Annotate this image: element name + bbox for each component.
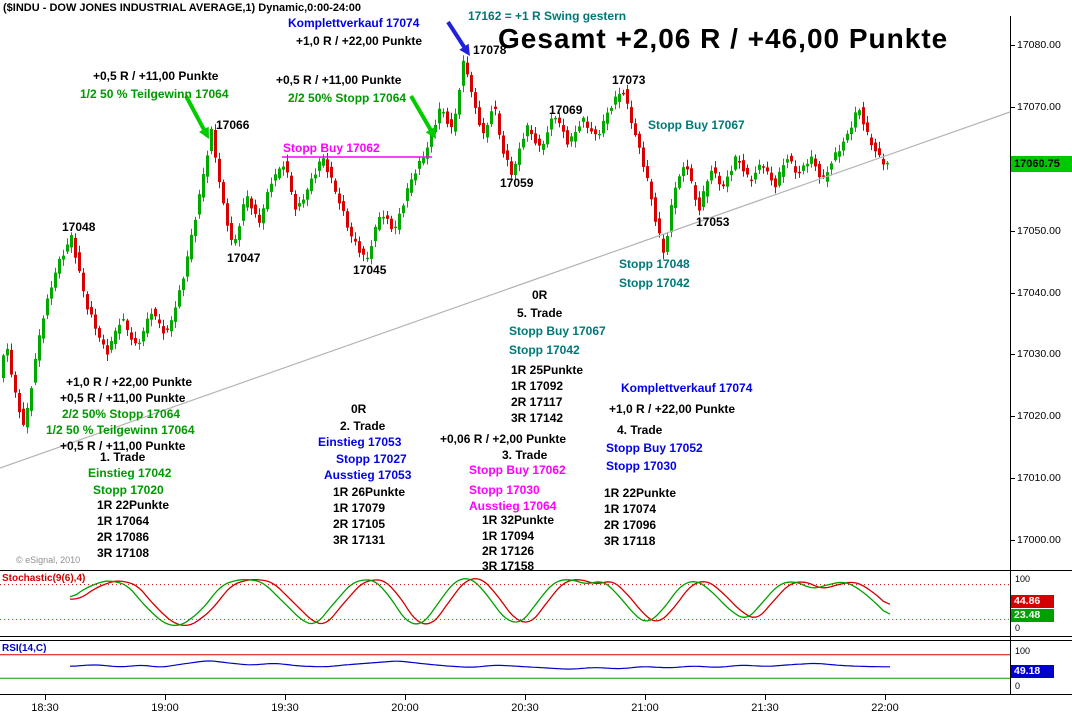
price-axis-label: 17030.00 (1017, 348, 1061, 361)
time-axis-tick (885, 695, 886, 700)
stoch-k-value-badge: 23.48 (1011, 609, 1054, 622)
price-axis-label: 17050.00 (1017, 224, 1061, 237)
rsi-plot (0, 654, 1010, 679)
rsi-scale-top: 100 (1015, 646, 1031, 656)
stochastic-label: Stochastic(9(6),4) (2, 573, 86, 584)
rsi-axis: 100 49.18 0 (1011, 641, 1072, 694)
time-axis-tick (285, 695, 286, 700)
price-axis-tick (1011, 416, 1015, 418)
panel-divider (0, 570, 1072, 571)
time-axis-label: 19:00 (151, 702, 179, 714)
stoch-d-value-badge: 44.86 (1011, 595, 1054, 608)
candlestick-series (2, 55, 889, 434)
time-axis-label: 18:30 (31, 702, 59, 714)
price-axis-label: 17000.00 (1017, 534, 1061, 546)
price-axis-tick (1011, 292, 1015, 294)
time-axis-tick (765, 695, 766, 700)
axis-divider (1010, 16, 1011, 694)
rsi-value-badge: 49.18 (1011, 665, 1054, 678)
price-axis-label: 17080.00 (1017, 39, 1061, 51)
price-axis-label: 17010.00 (1017, 472, 1061, 485)
time-axis-tick (525, 695, 526, 700)
time-axis-label: 22:00 (871, 702, 899, 714)
stoch-scale-bottom: 0 (1015, 623, 1021, 633)
price-axis-tick (1011, 478, 1015, 480)
time-axis-label: 21:30 (751, 702, 779, 714)
stochastic-axis: 100 44.86 23.48 0 (1011, 571, 1072, 636)
time-axis[interactable]: 18:30 19:00 19:30 20:00 20:30 21:00 21:30 22:00 (0, 695, 1072, 718)
time-axis-label: 19:30 (271, 702, 299, 714)
rsi-label: RSI(14,C) (2, 643, 47, 654)
price-axis-tick (1011, 540, 1015, 541)
price-axis-label: 17020.00 (1017, 410, 1061, 423)
window-titlebar: ($INDU - DOW JONES INDUSTRIAL AVERAGE,1)… (0, 0, 1072, 16)
window-title: ($INDU - DOW JONES INDUSTRIAL AVERAGE,1)… (3, 2, 361, 14)
price-chart-area[interactable] (0, 16, 1010, 570)
panel-divider (0, 636, 1072, 637)
rsi-scale-bottom: 0 (1015, 681, 1021, 691)
last-price-badge: 17060.75 (1011, 156, 1072, 172)
stoch-scale-top: 100 (1015, 574, 1031, 584)
stochastic-panel[interactable]: Stochastic(9(6),4) (0, 571, 1010, 636)
time-axis-tick (165, 695, 166, 700)
time-axis-label: 20:30 (511, 702, 539, 714)
time-axis-tick (645, 695, 646, 700)
price-axis[interactable]: 17060.75 17080.00 17070.00 17050.00 17040.0… (1011, 16, 1072, 570)
price-axis-tick (1011, 230, 1015, 232)
time-axis-tick (405, 695, 406, 700)
price-axis-tick (1011, 45, 1015, 46)
stochastic-plot (0, 578, 1010, 627)
price-axis-label: 17040.00 (1017, 286, 1061, 299)
time-axis-tick (45, 695, 46, 700)
rsi-panel[interactable]: RSI(14,C) (0, 641, 1010, 694)
price-axis-tick (1011, 106, 1015, 108)
price-axis-tick (1011, 354, 1015, 356)
price-axis-label: 17070.00 (1017, 100, 1061, 113)
panel-divider (0, 640, 1072, 641)
time-axis-label: 20:00 (391, 702, 419, 714)
panel-divider (0, 694, 1072, 695)
time-axis-label: 21:00 (631, 702, 659, 714)
